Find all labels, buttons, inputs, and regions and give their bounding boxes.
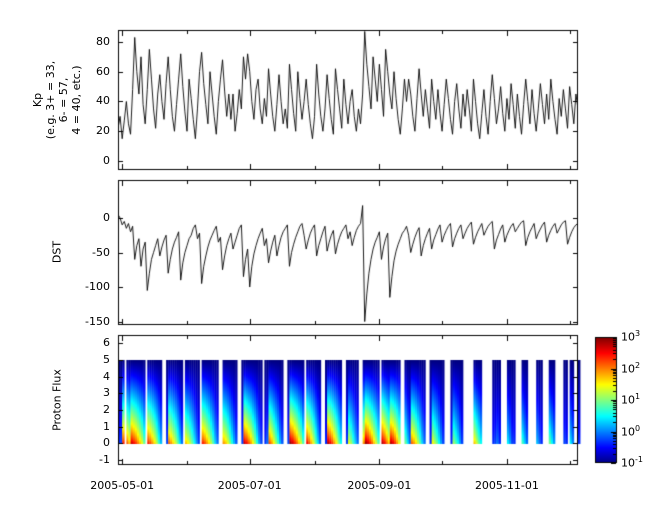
- kp-axis-label: Kp (e.g. 3+ = 33, 6- = 57, 4 = 40, etc.): [31, 60, 83, 140]
- dst-axis-label: DST: [50, 240, 64, 264]
- proton-flux-axis-label: Proton Flux: [50, 369, 64, 431]
